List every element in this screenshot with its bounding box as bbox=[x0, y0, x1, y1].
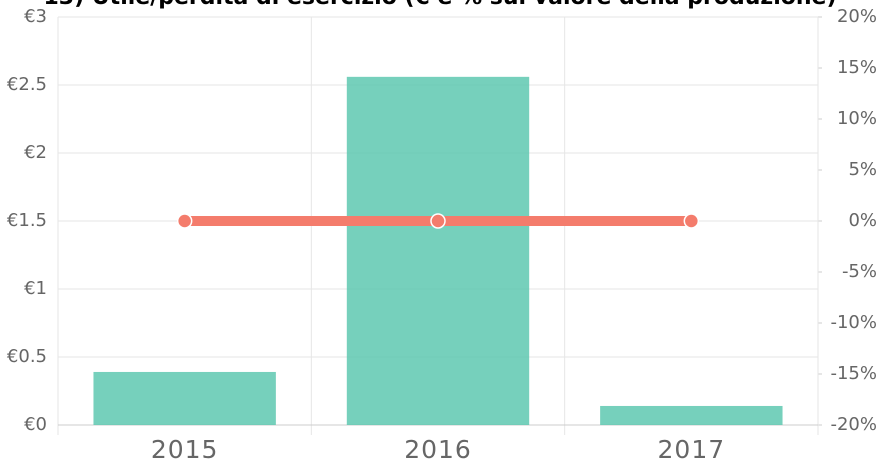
y-tick-label: €2.5 bbox=[7, 74, 47, 95]
y-tick-label: €1.5 bbox=[7, 210, 47, 231]
x-tick-label: 2015 bbox=[151, 435, 219, 464]
line-point bbox=[430, 213, 446, 229]
bar bbox=[93, 371, 276, 425]
y2-tick-label: 20% bbox=[837, 6, 877, 27]
y-tick-label: €2 bbox=[24, 142, 47, 163]
line-point bbox=[176, 213, 193, 229]
bar bbox=[346, 76, 530, 425]
y-tick-label: €3 bbox=[24, 6, 47, 27]
y-tick-label: €0 bbox=[24, 414, 47, 435]
bar bbox=[600, 405, 783, 425]
y-tick-label: €1 bbox=[24, 278, 47, 299]
y2-tick-label: -15% bbox=[830, 363, 877, 384]
x-tick-label: 2016 bbox=[404, 435, 472, 464]
y2-tick-label: -20% bbox=[830, 414, 877, 435]
y2-tick-label: -5% bbox=[842, 261, 877, 282]
y2-tick-label: -10% bbox=[830, 312, 877, 333]
y-tick-label: €0.5 bbox=[7, 346, 47, 367]
y2-tick-label: 0% bbox=[848, 210, 877, 231]
y2-tick-label: 15% bbox=[837, 57, 877, 78]
y2-tick-label: 10% bbox=[837, 108, 877, 129]
x-tick-label: 2017 bbox=[658, 435, 726, 464]
chart-title: 13) Utile/perdita di esercizio (€ e % su… bbox=[43, 0, 836, 10]
line-point bbox=[683, 213, 700, 229]
y2-tick-label: 5% bbox=[848, 159, 877, 180]
